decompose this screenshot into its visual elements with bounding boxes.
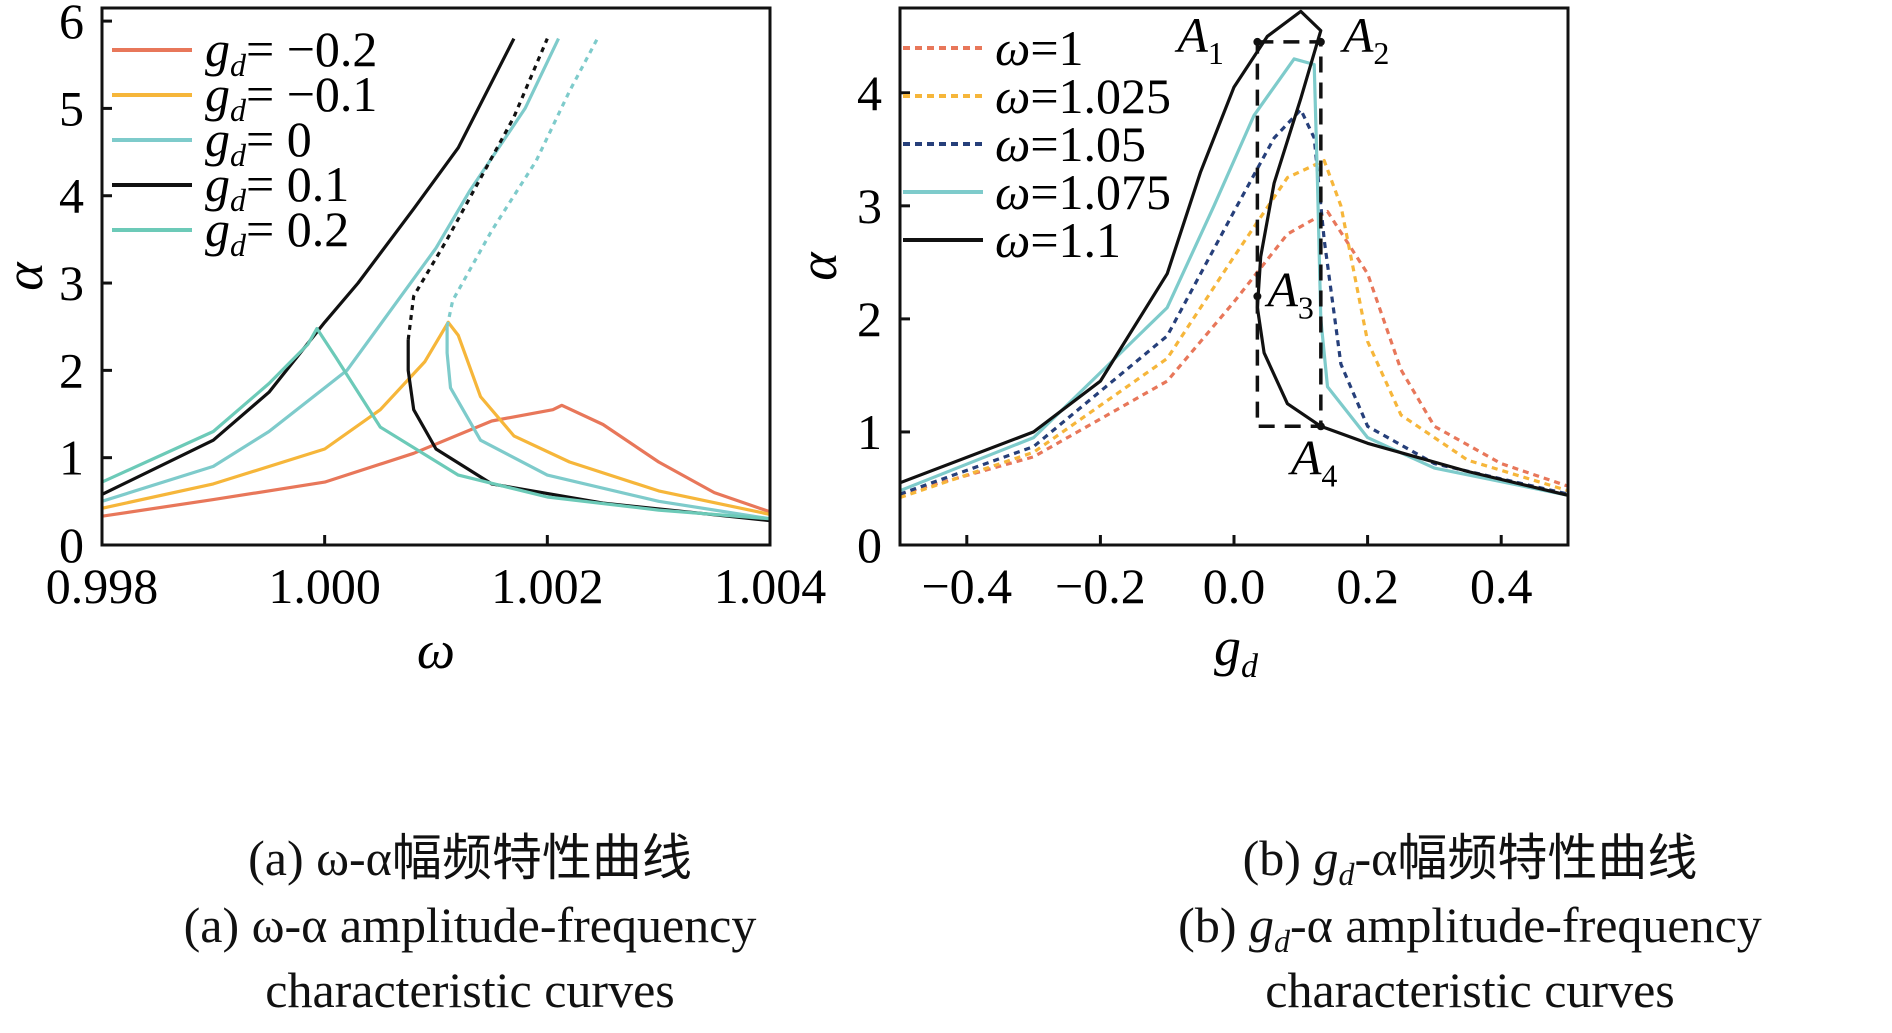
panel-b-caption-cn-gd-sub: d: [1338, 856, 1355, 892]
panel-a-plot-area: [102, 37, 770, 523]
panel-b-caption-cn-suffix: -α幅频特性曲线: [1354, 830, 1698, 886]
panel-a-caption-en-1-text: (a) ω-α amplitude-frequency: [183, 897, 757, 953]
panel-b-caption-en-suffix: -α amplitude-frequency: [1289, 897, 1762, 953]
panel-b-xtick-label-4: 0.4: [1470, 558, 1533, 614]
panel-a-legend-label-1: gd= −0.1: [205, 66, 377, 128]
panel-a-ytick-label-6: 6: [59, 0, 84, 49]
panel-b-xtick-label-1: −0.2: [1055, 558, 1146, 614]
panel-a-xtick-label-3: 1.004: [714, 558, 827, 614]
panel-a-xtick-label-2: 1.002: [491, 558, 604, 614]
panel-a-series-1-stable-0: [102, 320, 770, 516]
panel-b-annotation-0: A1: [1174, 7, 1224, 71]
panel-a-ytick-label-1: 1: [59, 430, 84, 486]
panel-b-caption-en-gd: g: [1248, 897, 1274, 953]
panel-a-xtick-label-0: 0.998: [46, 558, 159, 614]
panel-b-series-3: [900, 57, 1568, 497]
panel-b-ytick-label-2: 2: [857, 291, 882, 347]
panel-b-legend-label-0: ω=1: [995, 20, 1084, 76]
panel-b-caption-cn-prefix: (b): [1242, 830, 1314, 886]
panel-b-legend-label-4: ω=1.1: [995, 212, 1121, 268]
panel-b-series-2: [900, 108, 1568, 496]
panel-b-annotation-point-0: [1253, 37, 1262, 46]
panel-a-series-2-stable-1: [445, 326, 770, 521]
panel-a-ytick-label-5: 5: [59, 80, 84, 136]
panel-a-legend-label-0: gd= −0.2: [205, 21, 377, 83]
panel-a-legend-label-3: gd= 0.1: [205, 156, 349, 218]
panel-b-annotation-3: A4: [1288, 429, 1338, 493]
panel-b-caption-en-prefix: (b): [1178, 897, 1249, 953]
panel-a-legend-label-2: gd= 0: [205, 111, 312, 173]
panel-a-series-2-unstable: [445, 37, 599, 328]
panel-b-caption-en-2: characteristic curves: [1055, 960, 1885, 1020]
panel-a-legend-label-4: gd= 0.2: [205, 201, 349, 263]
panel-b-series-0: [900, 209, 1568, 496]
panel-b-caption-cn-gd: g: [1313, 830, 1339, 886]
panel-a-ytick-label-3: 3: [59, 255, 84, 311]
panel-b-annotation-point-3: [1316, 422, 1325, 431]
panel-a-xtick-label-1: 1.000: [268, 558, 381, 614]
panel-a-caption-en-1: (a) ω-α amplitude-frequency: [90, 895, 850, 955]
panel-b-series-1: [900, 159, 1568, 500]
panel-b-annotation-1: A2: [1340, 7, 1390, 71]
panel-b-legend-label-2: ω=1.05: [995, 116, 1146, 172]
panel-b-y-axis-label: α: [788, 251, 848, 281]
panel-b-annotation-point-1: [1316, 37, 1325, 46]
panel-a-series-4-stable-0: [102, 326, 770, 521]
panel-a-ytick-label-2: 2: [59, 342, 84, 398]
panel-a-ytick-label-4: 4: [59, 168, 84, 224]
panel-b-caption-en-1: (b) gd-α amplitude-frequency: [1055, 895, 1885, 971]
panel-a-x-axis-label: ω: [417, 620, 455, 680]
panel-a-series-3-stable-0: [102, 37, 516, 496]
panel-b-caption-en-gd-sub: d: [1273, 923, 1290, 959]
panel-b-ytick-label-3: 3: [857, 178, 882, 234]
panel-a-y-axis-label: α: [0, 261, 54, 291]
panel-a-legend: gd= −0.2gd= −0.1gd= 0gd= 0.1gd= 0.2: [112, 21, 377, 263]
panel-a-ytick-label-0: 0: [59, 517, 84, 573]
panel-a-caption-cn: (a) ω-α幅频特性曲线: [90, 828, 850, 888]
panel-b-ytick-label-4: 4: [857, 65, 882, 121]
panel-a-axes-frame: [100, 6, 772, 547]
panel-b-annotation-point-2: [1253, 292, 1262, 301]
panel-b-annotation-2: A3: [1264, 261, 1314, 325]
panel-b-ytick-label-0: 0: [857, 517, 882, 573]
panel-a-caption-en-2-text: characteristic curves: [265, 962, 675, 1018]
panel-b-legend-label-3: ω=1.075: [995, 164, 1171, 220]
panel-b-xtick-label-2: 0.0: [1203, 558, 1266, 614]
panel-a-series-3-unstable: [406, 37, 549, 340]
panel-b-caption-en-2-text: characteristic curves: [1265, 962, 1675, 1018]
panel-b-xtick-label-3: 0.2: [1336, 558, 1399, 614]
panel-b-xtick-label-0: −0.4: [921, 558, 1012, 614]
panel-b-x-axis-label: gd: [1214, 617, 1259, 685]
panel-b-ytick-label-1: 1: [857, 404, 882, 460]
panel-a-caption-en-2: characteristic curves: [90, 960, 850, 1020]
panel-b-legend-label-1: ω=1.025: [995, 68, 1171, 124]
panel-b-dashed-box: [1255, 40, 1323, 429]
panel-a-series-2-stable-0: [102, 37, 560, 503]
panel-a-caption-cn-text: (a) ω-α幅频特性曲线: [248, 830, 692, 886]
panel-a-series-0-stable-0: [102, 403, 770, 518]
panel-b-caption-cn: (b) gd-α幅频特性曲线: [1055, 828, 1885, 904]
